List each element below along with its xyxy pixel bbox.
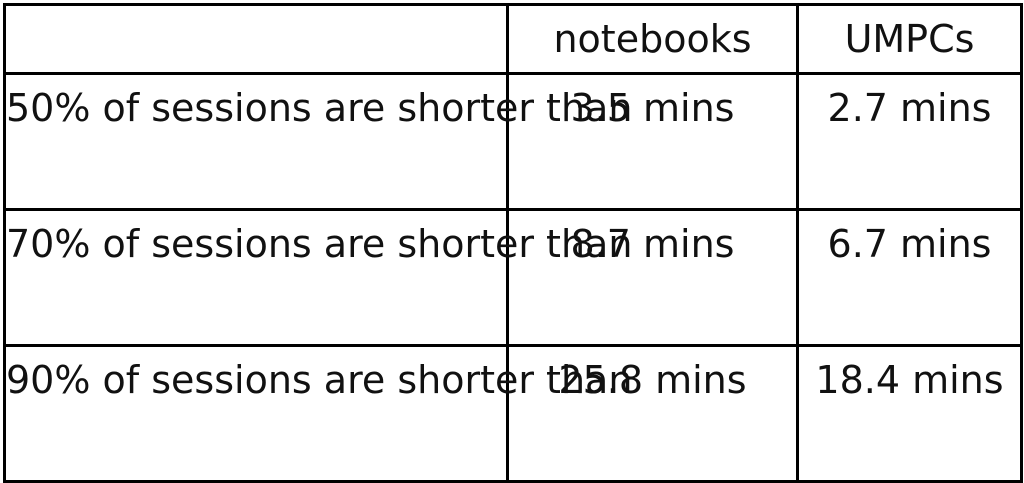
umpcs-value: 6.7 mins bbox=[796, 208, 1023, 347]
table-row: 50% of sessions are shorter than 3.5 min… bbox=[3, 72, 1023, 211]
table-row: 90% of sessions are shorter than 25.8 mi… bbox=[3, 344, 1023, 483]
notebooks-value: 3.5 mins bbox=[506, 72, 799, 211]
session-length-table: notebooks UMPCs 50% of sessions are shor… bbox=[3, 3, 1023, 483]
umpcs-value: 18.4 mins bbox=[796, 344, 1023, 483]
column-header-notebooks: notebooks bbox=[506, 3, 799, 75]
notebooks-value: 8.7 mins bbox=[506, 208, 799, 347]
table-header-row: notebooks UMPCs bbox=[3, 3, 1023, 75]
row-label: 90% of sessions are shorter than bbox=[3, 344, 632, 483]
column-header-umpcs: UMPCs bbox=[796, 3, 1023, 75]
row-label: 50% of sessions are shorter than bbox=[3, 72, 632, 211]
umpcs-value: 2.7 mins bbox=[796, 72, 1023, 211]
notebooks-value: 25.8 mins bbox=[506, 344, 799, 483]
table-row: 70% of sessions are shorter than 8.7 min… bbox=[3, 208, 1023, 347]
corner-cell bbox=[3, 3, 509, 75]
row-label: 70% of sessions are shorter than bbox=[3, 208, 632, 347]
